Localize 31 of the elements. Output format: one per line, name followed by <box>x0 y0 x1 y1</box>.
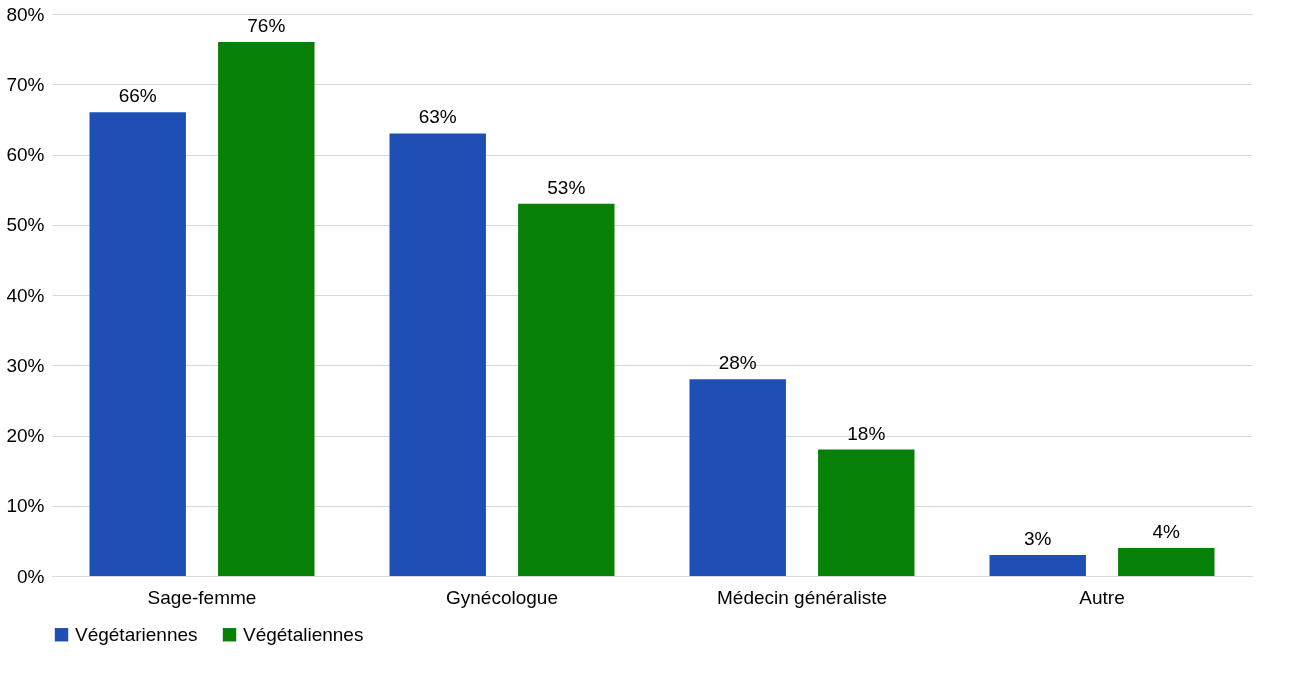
data-label: 63% <box>418 106 457 128</box>
data-label: 76% <box>247 15 286 37</box>
data-label: 3% <box>1023 527 1052 549</box>
bar <box>818 449 915 576</box>
x-tick-label: Gynécologue <box>446 586 558 608</box>
bar <box>989 554 1086 576</box>
bar <box>518 203 615 576</box>
y-tick-label: 30% <box>6 354 45 376</box>
x-tick-label: Médecin généraliste <box>716 586 888 608</box>
bar <box>689 379 786 576</box>
legend-label: Végétariennes <box>75 623 198 645</box>
bar <box>89 112 186 576</box>
data-label: 66% <box>118 85 157 107</box>
data-label: 4% <box>1152 520 1181 542</box>
bar <box>1118 547 1215 576</box>
x-tick-label: Autre <box>1079 586 1125 608</box>
data-label: 18% <box>847 422 886 444</box>
y-tick-label: 80% <box>6 3 45 25</box>
bar <box>389 133 486 576</box>
y-tick-label: 60% <box>6 144 45 165</box>
y-tick-label: 40% <box>6 284 45 306</box>
bar <box>218 42 315 576</box>
x-tick-label: Sage-femme <box>147 586 257 608</box>
y-tick-label: 0% <box>17 565 45 587</box>
y-tick-label: 50% <box>6 214 45 236</box>
y-tick-label: 70% <box>6 73 45 95</box>
legend-label: Végétaliennes <box>243 623 364 645</box>
data-label: 28% <box>718 352 757 374</box>
y-tick-label: 20% <box>6 425 45 446</box>
data-label: 53% <box>547 176 586 198</box>
y-tick-label: 10% <box>6 495 45 517</box>
